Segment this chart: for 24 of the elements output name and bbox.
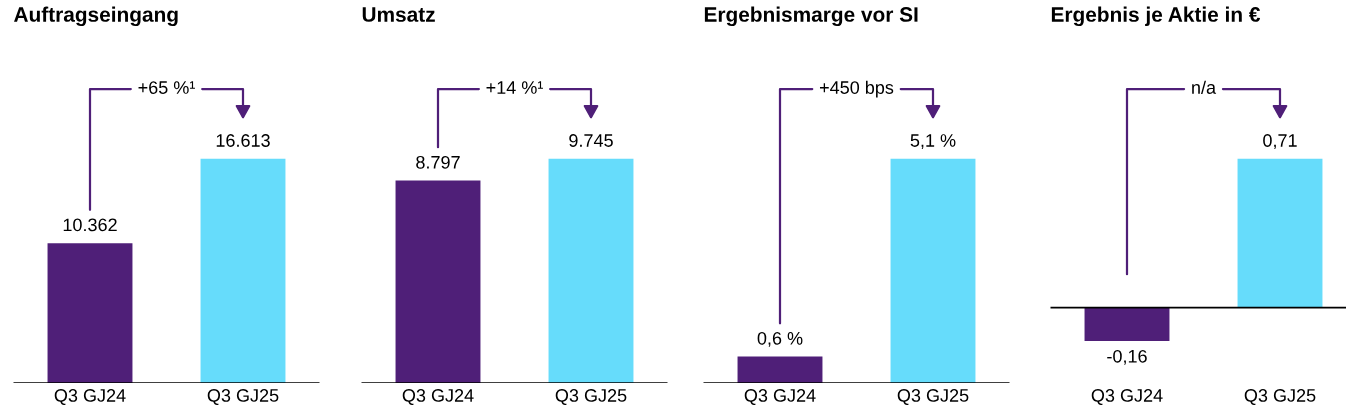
data-label: 16.613	[216, 134, 270, 147]
data-label: -0,16	[1107, 349, 1147, 365]
text: +450 bps	[819, 80, 894, 98]
data-label: 5,1 %	[910, 134, 956, 150]
data-label: 0,6 %	[757, 331, 803, 347]
data-label: 10.362	[63, 218, 117, 232]
data-label: 8.797	[416, 155, 460, 169]
text: +14 %¹	[486, 81, 543, 94]
data-label: 0,71	[1263, 134, 1297, 150]
x-tick-label: Q3 GJ24	[402, 389, 474, 406]
x-tick-label: Q3 GJ25	[897, 389, 969, 406]
chart-title: Ergebnis je Aktie in €	[1051, 6, 1261, 27]
chart-title: Auftragseingang	[14, 6, 178, 27]
data-label: 9.745	[569, 134, 613, 147]
chart-title: Umsatz	[362, 7, 435, 22]
text: +65 %¹	[138, 81, 195, 94]
text: n/a	[1192, 80, 1217, 94]
x-tick-label: Q3 GJ25	[207, 389, 279, 406]
x-tick-label: Q3 GJ24	[1091, 389, 1163, 406]
x-tick-label: Q3 GJ25	[1244, 389, 1316, 406]
x-tick-label: Q3 GJ25	[555, 389, 627, 406]
chart-title: Ergebnismarge vor SI	[704, 6, 918, 27]
x-tick-label: Q3 GJ24	[54, 389, 126, 406]
x-tick-label: Q3 GJ24	[744, 389, 816, 406]
